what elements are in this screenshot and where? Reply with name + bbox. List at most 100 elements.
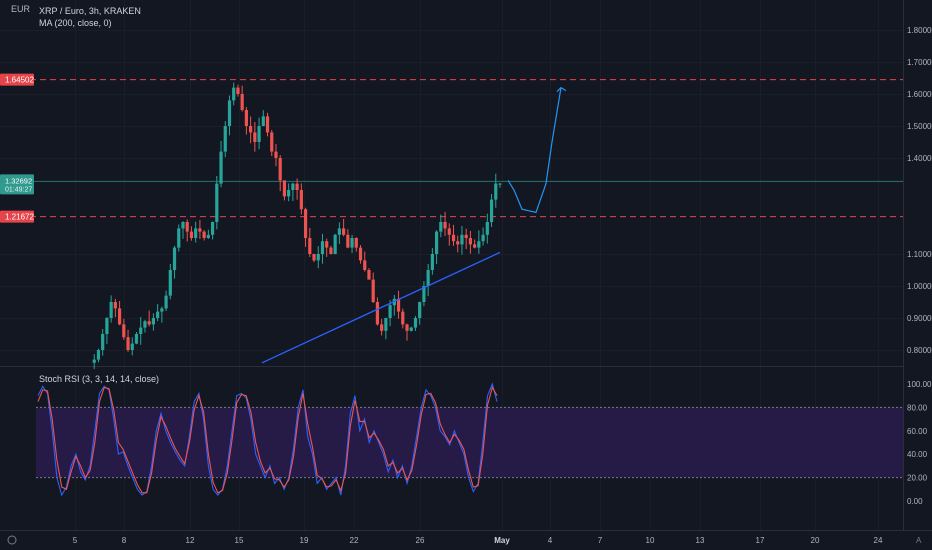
candle-body <box>227 100 232 126</box>
time-tick-label: 8 <box>122 536 127 545</box>
current-price-label: 1.32692 <box>5 176 32 185</box>
time-axis[interactable]: 5 8 12 15 19 22 26 May 4 7 10 13 17 20 24 <box>73 536 883 545</box>
candle-body <box>206 234 210 238</box>
candle-body <box>126 337 130 350</box>
rsi-tick-label: 80.00 <box>907 403 928 412</box>
candle-body <box>451 234 456 242</box>
candle-body <box>244 110 248 126</box>
time-tick-label: 12 <box>186 536 195 545</box>
projection-path[interactable] <box>507 87 562 214</box>
candle-body <box>464 234 468 238</box>
candle-body <box>143 321 147 328</box>
price-axis-border <box>903 0 904 530</box>
candle-body <box>354 238 358 248</box>
candle-body <box>350 238 354 248</box>
candle-body <box>181 222 185 229</box>
candle-body <box>168 270 172 296</box>
candle-body <box>134 334 139 344</box>
candle-body <box>439 222 443 232</box>
candle-body <box>367 270 371 280</box>
candle-body <box>312 254 316 261</box>
time-tick-label: 13 <box>696 536 705 545</box>
grid-vline <box>550 0 551 530</box>
rsi-band-fill <box>36 407 903 478</box>
candle-body <box>219 151 223 184</box>
time-tick-label: 15 <box>235 536 244 545</box>
grid-vline <box>650 0 651 530</box>
svg-text:A: A <box>916 536 922 545</box>
arrow-head[interactable] <box>556 86 567 93</box>
candle-body <box>489 199 494 222</box>
candle-body <box>117 308 122 325</box>
grid-hline <box>0 254 903 255</box>
grid-vline <box>124 0 125 530</box>
time-tick-label: 4 <box>548 536 553 545</box>
candle-body <box>375 302 380 325</box>
candle-body <box>210 222 215 235</box>
candle-body <box>164 295 168 309</box>
candle-body <box>329 247 333 254</box>
time-axis-border <box>0 530 932 531</box>
ma-legend[interactable]: MA (200, close, 0) <box>39 18 112 28</box>
grid-vline <box>190 0 191 530</box>
time-tick-label: 10 <box>646 536 655 545</box>
price-axis[interactable]: 1.80000 1.70000 1.60000 1.50000 1.40000 1.100… <box>907 26 932 355</box>
candle-body <box>185 222 189 232</box>
candle-body <box>384 318 388 331</box>
candle-body <box>413 318 418 328</box>
candle-body <box>295 183 299 190</box>
candle-body <box>282 180 287 197</box>
horizontal-levels[interactable] <box>0 79 903 218</box>
grid-vline <box>700 0 701 530</box>
candle-body <box>223 126 227 152</box>
candle-body <box>240 94 244 110</box>
candle-body <box>232 87 236 101</box>
grid-vline <box>502 0 503 530</box>
price-tick-label: 1.80000 <box>907 26 932 35</box>
projection-drawing[interactable] <box>507 86 567 214</box>
candle-body <box>443 222 447 229</box>
rsi-axis[interactable]: 100.00 80.00 60.00 40.00 20.00 0.00 <box>907 380 932 506</box>
time-tick-label: 19 <box>300 536 309 545</box>
time-tick-label: 22 <box>350 536 359 545</box>
candle-body <box>342 228 346 235</box>
stoch-rsi-lines <box>37 382 498 497</box>
indicator-legend[interactable]: Stoch RSI (3, 3, 14, 14, close) <box>39 374 159 384</box>
candle-body <box>139 327 143 334</box>
time-tick-label: May <box>494 536 510 545</box>
grid-vline <box>239 0 240 530</box>
candle-body <box>456 241 460 245</box>
candle-body <box>299 190 303 210</box>
candle-body <box>473 244 477 248</box>
candle-body <box>113 302 117 309</box>
rsi-tick-label: 0.00 <box>907 497 923 506</box>
candle-body <box>447 228 451 235</box>
candle-body <box>434 231 439 254</box>
zoom-icon[interactable] <box>7 535 17 545</box>
time-tick-label: 17 <box>756 536 765 545</box>
candle-body <box>122 324 126 338</box>
price-tick-label: 1.60000 <box>907 90 932 99</box>
time-tick-label: 7 <box>598 536 603 545</box>
candle-body <box>422 286 426 302</box>
auto-scale-icon[interactable]: A <box>916 536 922 545</box>
rsi-band <box>36 406 903 479</box>
symbol-legend[interactable]: XRP / Euro, 3h, KRAKEN <box>39 6 141 16</box>
candle-body <box>308 238 312 254</box>
candle-body <box>460 234 464 245</box>
current-price-badge <box>0 174 34 195</box>
grid-hline <box>0 286 903 287</box>
pane-separator[interactable] <box>0 366 903 367</box>
candle-body <box>274 151 278 158</box>
candle-body <box>485 222 489 235</box>
price-tick-label: 1.50000 <box>907 122 932 131</box>
candle-body <box>396 298 401 312</box>
candle-body <box>358 247 363 261</box>
candle-body <box>278 158 282 181</box>
grid-hline <box>0 62 903 63</box>
candle-body <box>156 311 160 318</box>
rsi-tick-label: 20.00 <box>907 474 928 483</box>
time-tick-label: 20 <box>811 536 820 545</box>
